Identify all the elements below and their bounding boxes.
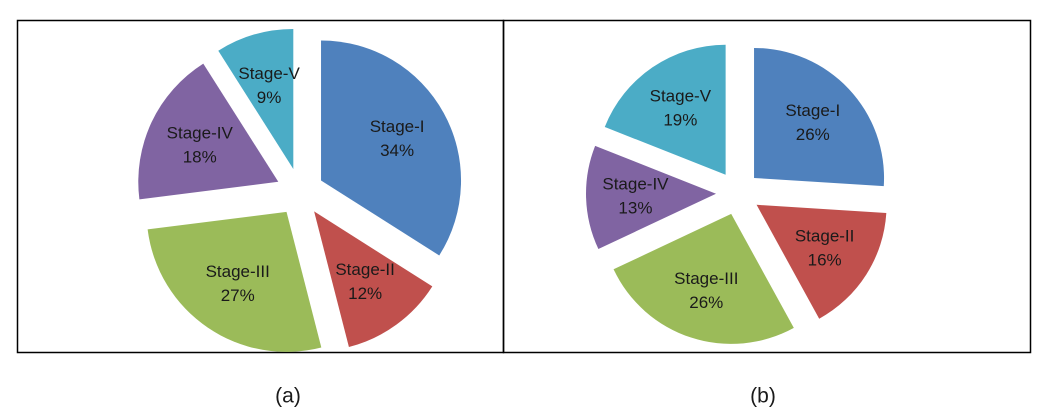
slice-value-label: 9% bbox=[257, 88, 282, 107]
pie-slice bbox=[138, 63, 279, 200]
slice-category: Stage-V bbox=[238, 64, 300, 83]
slice-value-label: 34% bbox=[380, 141, 414, 160]
slice-category: Stage-II bbox=[335, 260, 395, 279]
slice-category: Stage-III bbox=[674, 269, 738, 288]
pie-slice bbox=[147, 211, 322, 352]
slice-value-label: 13% bbox=[618, 199, 652, 218]
slice-category: Stage-IV bbox=[167, 123, 234, 142]
caption: (a) bbox=[275, 385, 301, 408]
pie-slice bbox=[756, 204, 887, 319]
slice-value-label: 12% bbox=[348, 284, 382, 303]
slice-category: Stage-II bbox=[795, 226, 855, 245]
pie-slice bbox=[218, 28, 294, 169]
pie-slice bbox=[314, 211, 433, 348]
pie-slice bbox=[613, 213, 794, 344]
pie-slice bbox=[321, 40, 462, 256]
pie-slice bbox=[754, 47, 885, 187]
slice-category: Stage-I bbox=[370, 117, 425, 136]
slice-value-label: 27% bbox=[221, 286, 255, 305]
slice-value-label: 19% bbox=[663, 111, 697, 130]
slice-value-label: 26% bbox=[689, 293, 723, 312]
pie-slice bbox=[586, 145, 717, 250]
caption: (b) bbox=[750, 385, 776, 408]
slice-value-label: 18% bbox=[183, 147, 217, 166]
pie-slice bbox=[604, 44, 726, 175]
slice-category: Stage-V bbox=[650, 87, 712, 106]
slice-value-label: 26% bbox=[796, 125, 830, 144]
slice-value-label: 16% bbox=[808, 250, 842, 269]
panel-frame bbox=[502, 19, 1032, 354]
slice-category: Stage-III bbox=[206, 262, 270, 281]
slice-category: Stage-IV bbox=[602, 175, 669, 194]
slice-category: Stage-I bbox=[785, 101, 840, 120]
